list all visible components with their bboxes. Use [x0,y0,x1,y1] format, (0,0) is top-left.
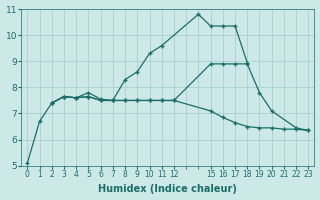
X-axis label: Humidex (Indice chaleur): Humidex (Indice chaleur) [98,184,237,194]
